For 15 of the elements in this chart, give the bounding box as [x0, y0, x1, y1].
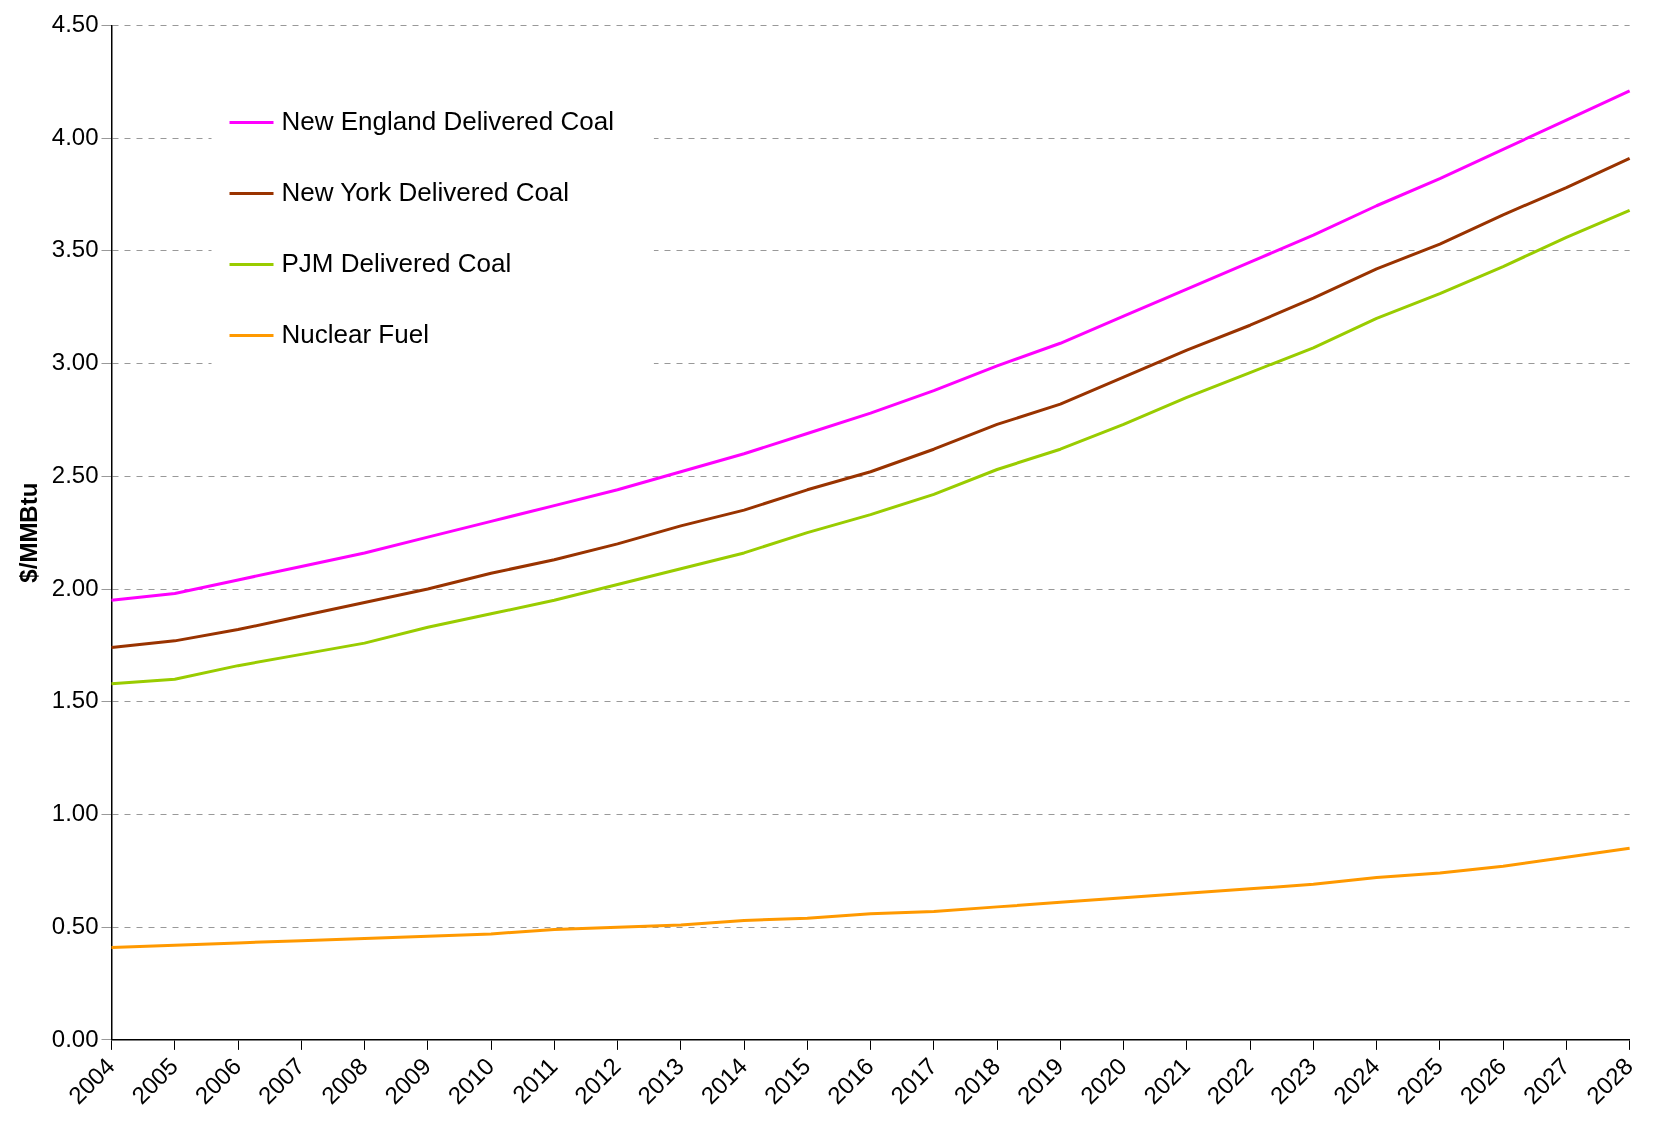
y-tick-label: 4.50	[51, 10, 99, 38]
y-tick-label: 1.50	[51, 686, 99, 714]
y-tick-label: 2.50	[51, 460, 99, 488]
y-tick-label: 2.00	[51, 573, 99, 601]
y-tick-label: 3.50	[51, 235, 99, 263]
y-tick-label: 4.00	[51, 122, 99, 150]
legend-label: New York Delivered Coal	[281, 176, 570, 207]
legend-label: PJM Delivered Coal	[281, 247, 512, 278]
y-tick-label: 0.50	[51, 911, 99, 939]
legend-label: Nuclear Fuel	[281, 318, 429, 349]
y-tick-label: 1.00	[51, 799, 99, 827]
y-axis-title: $/MMBtu	[15, 482, 43, 583]
legend-label: New England Delivered Coal	[281, 105, 614, 136]
y-tick-label: 3.00	[51, 348, 99, 376]
y-tick-label: 0.00	[51, 1024, 99, 1052]
